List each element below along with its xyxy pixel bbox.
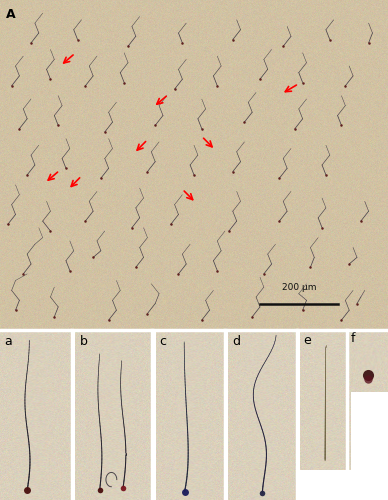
Text: b: b: [80, 335, 87, 348]
Text: e: e: [303, 334, 311, 347]
Text: 200 μm: 200 μm: [282, 283, 316, 292]
Text: c: c: [160, 335, 167, 348]
Text: d: d: [232, 335, 240, 348]
Text: f: f: [351, 332, 355, 345]
Text: A: A: [6, 8, 16, 21]
Text: a: a: [4, 335, 12, 348]
